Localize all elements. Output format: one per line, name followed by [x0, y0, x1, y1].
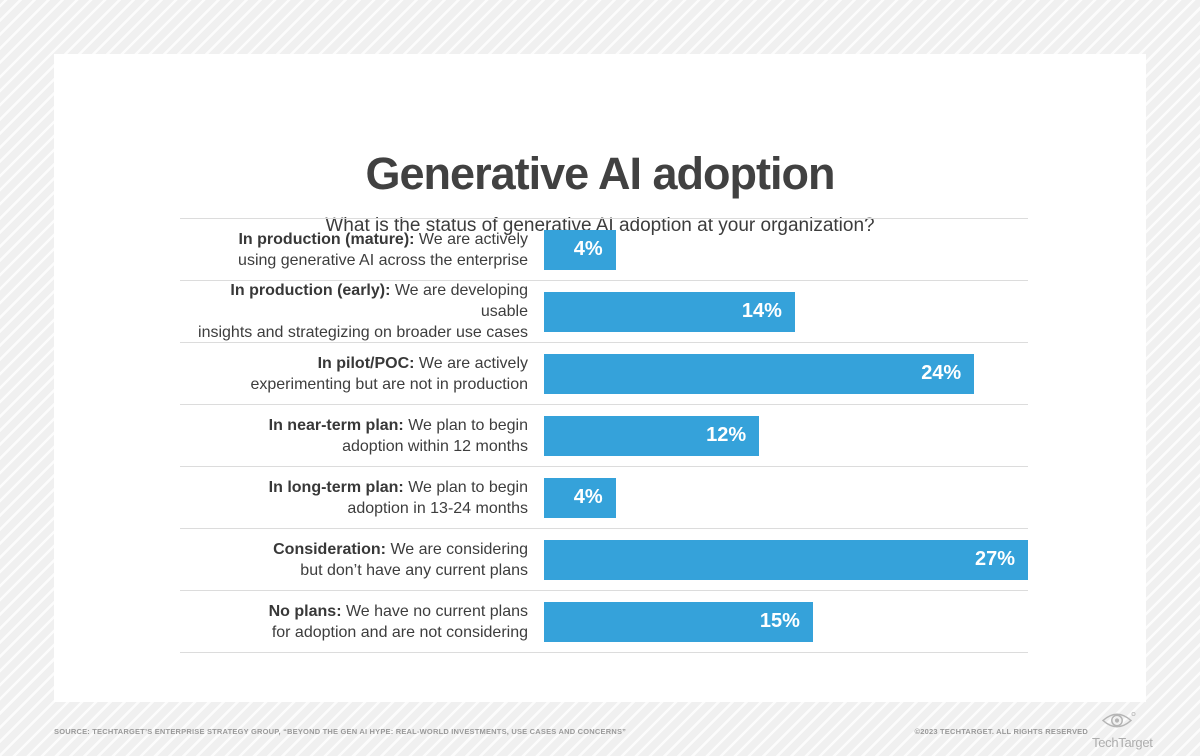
bar-value-label: 15% — [759, 610, 800, 632]
page-title: Generative AI adoption — [365, 148, 836, 199]
bar-track: 14% — [544, 291, 1028, 332]
category-label-bold: In pilot/POC: — [317, 354, 415, 372]
category-label-rest: We are actively — [414, 230, 528, 248]
source-attribution: SOURCE: TECHTARGET’S ENTERPRISE STRATEGY… — [54, 727, 627, 736]
bar-value-label: 4% — [573, 486, 603, 508]
bar: 12% — [544, 415, 760, 456]
category-label-bold: In long-term plan: — [268, 478, 404, 496]
category-label-line2: for adoption and are not considering — [271, 623, 528, 641]
bar: 4% — [544, 229, 616, 270]
bar-value-label: 4% — [573, 238, 603, 260]
category-label-rest: We are considering — [386, 540, 528, 558]
bar: 24% — [544, 353, 975, 394]
category-label: In near-term plan: We plan to begin adopt… — [180, 415, 528, 457]
bar-track: 4% — [544, 229, 1028, 270]
chart-row: In near-term plan: We plan to begin adopt… — [180, 404, 1028, 466]
chart-row: Consideration: We are considering but don… — [180, 528, 1028, 590]
bar-value-label: 12% — [706, 424, 747, 446]
techtarget-eye-icon — [1101, 711, 1136, 728]
category-label: Consideration: We are considering but don… — [180, 539, 528, 581]
bar-track: 27% — [544, 539, 1028, 580]
chart-row: In long-term plan: We plan to begin adopt… — [180, 466, 1028, 528]
techtarget-logo: TechTarget — [1092, 711, 1153, 750]
category-label-rest: We plan to begin — [403, 478, 528, 496]
chart-subtitle: What is the status of generative AI adop… — [325, 215, 875, 236]
bar-track: 24% — [544, 353, 1028, 394]
bar-value-label: 27% — [974, 548, 1015, 570]
bar-track: 4% — [544, 477, 1028, 518]
bar-track: 12% — [544, 415, 1028, 456]
category-label-rest: We have no current plans — [341, 602, 528, 620]
category-label-bold: In production (mature): — [238, 230, 415, 248]
bar-chart: In production (mature): We are actively u… — [180, 218, 1028, 653]
category-label-line2: but don’t have any current plans — [300, 561, 528, 579]
chart-row: No plans: We have no current plans for ad… — [180, 590, 1028, 652]
category-label-rest: We are developing usable — [390, 282, 528, 320]
category-label-line2: insights and strategizing on broader use… — [198, 324, 528, 341]
category-label-line2: experimenting but are not in production — [250, 375, 528, 393]
chart-row: In production (mature): We are actively u… — [180, 218, 1028, 280]
bar-value-label: 24% — [921, 362, 962, 384]
category-label-line2: using generative AI across the enterpris… — [238, 251, 528, 269]
techtarget-logo-text: TechTarget — [1092, 735, 1153, 750]
category-label-rest: We plan to begin — [403, 416, 528, 434]
bar: 27% — [544, 539, 1028, 580]
bar-track: 15% — [544, 601, 1028, 642]
category-label-bold: In production (early): — [230, 282, 391, 299]
bar: 15% — [544, 601, 813, 642]
category-label: No plans: We have no current plans for ad… — [180, 601, 528, 643]
category-label-rest: We are actively — [414, 354, 528, 372]
copyright-notice: ©2023 TECHTARGET. ALL RIGHTS RESERVED — [914, 727, 1088, 736]
bar-value-label: 14% — [741, 300, 782, 322]
category-label-line2: adoption in 13-24 months — [347, 499, 528, 517]
category-label: In production (mature): We are actively u… — [180, 229, 528, 271]
category-label: In long-term plan: We plan to begin adopt… — [180, 477, 528, 519]
category-label-bold: Consideration: — [273, 540, 386, 558]
bar: 14% — [544, 291, 795, 332]
chart-row: In pilot/POC: We are actively experimenti… — [180, 342, 1028, 404]
chart-row: In production (early): We are developing… — [180, 280, 1028, 342]
bar: 4% — [544, 477, 616, 518]
category-label: In production (early): We are developing… — [180, 280, 528, 343]
chart-rows: In production (mature): We are actively u… — [180, 218, 1028, 652]
category-label-bold: In near-term plan: — [268, 416, 404, 434]
category-label-line2: adoption within 12 months — [342, 437, 528, 455]
category-label-bold: No plans: — [268, 602, 342, 620]
category-label: In pilot/POC: We are actively experimenti… — [180, 353, 528, 395]
